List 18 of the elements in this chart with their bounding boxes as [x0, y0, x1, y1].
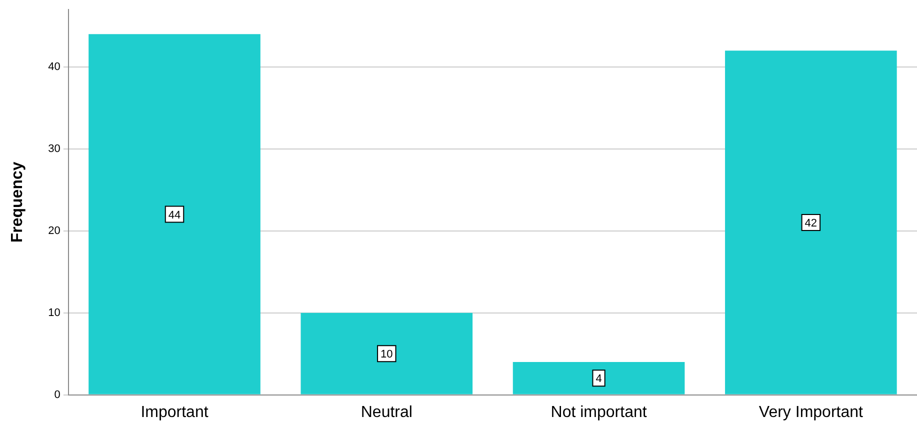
y-tick-label: 20 [48, 224, 60, 237]
data-label: 44 [168, 209, 181, 222]
bar [88, 34, 260, 394]
data-label: 4 [596, 373, 602, 386]
x-tick-label: Important [140, 404, 209, 421]
y-tick-label: 40 [48, 61, 60, 73]
y-tick-label: 10 [48, 306, 60, 319]
data-label: 10 [380, 348, 393, 361]
bar [512, 362, 685, 394]
x-tick-label: Very Important [758, 404, 864, 421]
y-tick-label: 0 [54, 388, 60, 401]
x-tick-label: Not important [550, 404, 648, 421]
bar [300, 312, 473, 394]
x-tick-label: Neutral [360, 404, 412, 421]
bar [725, 50, 897, 394]
data-label: 42 [804, 217, 818, 230]
y-axis-title: Frequency [9, 162, 26, 243]
y-tick-label: 30 [48, 142, 60, 155]
